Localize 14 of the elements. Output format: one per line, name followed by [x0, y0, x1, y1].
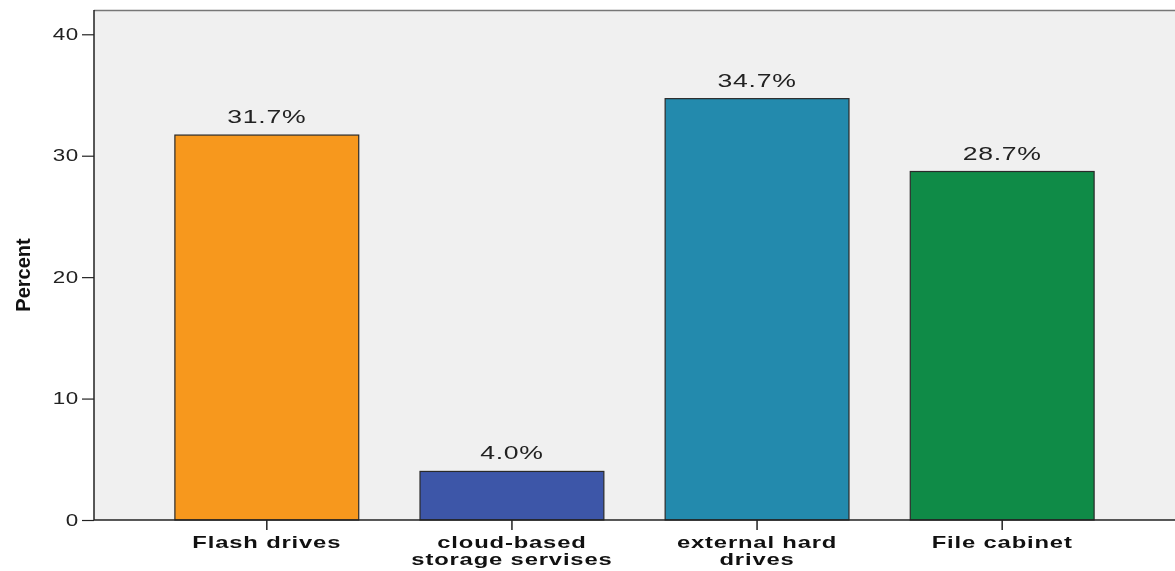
y-tick-label: 20: [52, 267, 79, 287]
x-tick-label: File cabinet: [931, 532, 1073, 552]
x-tick-label: cloud-based storage servises: [411, 532, 613, 568]
data-label: 34.7%: [717, 69, 797, 91]
x-tick-label: external hard drives: [676, 532, 838, 568]
data-label: 4.0%: [480, 442, 544, 464]
y-axis-title: Percent: [12, 237, 34, 312]
y-tick-label: 10: [52, 389, 79, 408]
y-tick-label: 0: [65, 510, 79, 529]
x-tick-label: Flash drives: [192, 532, 342, 552]
data-label: 28.7%: [962, 142, 1042, 164]
y-tick-label: 40: [52, 25, 79, 44]
y-tick-label: 30: [52, 146, 79, 165]
data-label: 31.7%: [227, 105, 307, 128]
